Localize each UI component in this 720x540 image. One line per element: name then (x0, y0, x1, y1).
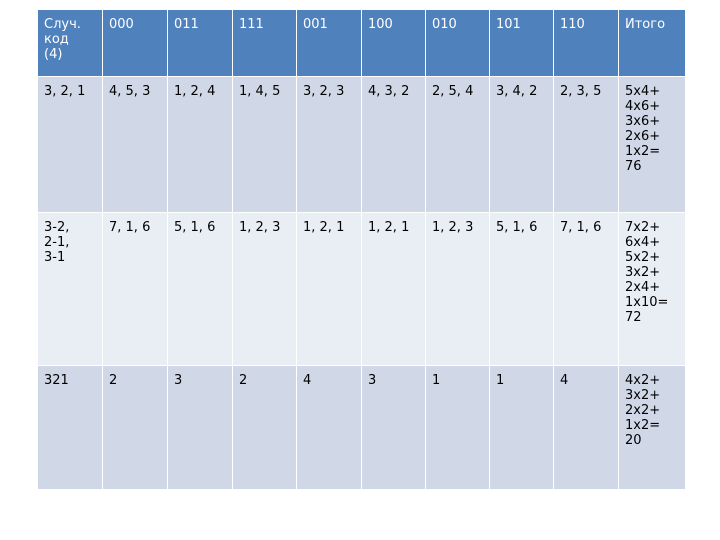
table-cell: 4, 3, 2 (361, 76, 426, 213)
header-cell: Случ. код (4) (37, 9, 103, 77)
table-cell: 321 (37, 365, 103, 490)
header-cell: 000 (102, 9, 168, 77)
header-cell: Итого (618, 9, 686, 77)
table-cell: 1, 4, 5 (232, 76, 297, 213)
table-cell: 4, 5, 3 (102, 76, 168, 213)
table-cell: 3, 2, 3 (296, 76, 362, 213)
table-cell: 3, 2, 1 (37, 76, 103, 213)
table-cell: 4х2+ 3х2+ 2х2+ 1х2= 20 (618, 365, 686, 490)
table-cell: 5х4+ 4х6+ 3х6+ 2х6+ 1х2= 76 (618, 76, 686, 213)
table-cell: 1, 2, 4 (167, 76, 233, 213)
header-cell: 101 (489, 9, 554, 77)
table-cell: 2 (102, 365, 168, 490)
table-cell: 3 (361, 365, 426, 490)
table-row: 3, 2, 1 4, 5, 3 1, 2, 4 1, 4, 5 3, 2, 3 4, 3,… (37, 76, 686, 213)
table-cell: 1 (425, 365, 490, 490)
table-row: 321 2 3 2 4 3 1 1 4 4х2+ 3х2+ 2х2+ 1х2= 20 (37, 365, 686, 490)
table-cell: 7х2+ 6х4+ 5х2+ 3х2+ 2х4+ 1х10= 72 (618, 212, 686, 366)
table-cell: 1 (489, 365, 554, 490)
table-cell: 5, 1, 6 (167, 212, 233, 366)
header-cell: 001 (296, 9, 362, 77)
table-cell: 2, 3, 5 (553, 76, 619, 213)
table-cell: 7, 1, 6 (553, 212, 619, 366)
header-cell: 010 (425, 9, 490, 77)
table: Случ. код (4) 000 011 111 001 100 010 101 110 Ито… (37, 9, 686, 490)
table-cell: 2, 5, 4 (425, 76, 490, 213)
table-cell: 4 (296, 365, 362, 490)
table-cell: 5, 1, 6 (489, 212, 554, 366)
header-cell: 111 (232, 9, 297, 77)
table-cell: 7, 1, 6 (102, 212, 168, 366)
table-cell: 1, 2, 3 (425, 212, 490, 366)
header-cell: 110 (553, 9, 619, 77)
table-cell: 2 (232, 365, 297, 490)
table-cell: 4 (553, 365, 619, 490)
table-cell: 1, 2, 3 (232, 212, 297, 366)
table-row: 3-2, 2-1, 3-1 7, 1, 6 5, 1, 6 1, 2, 3 1, 2, … (37, 212, 686, 366)
header-cell: 100 (361, 9, 426, 77)
table-cell: 1, 2, 1 (296, 212, 362, 366)
table-cell: 3-2, 2-1, 3-1 (37, 212, 103, 366)
header-cell: 011 (167, 9, 233, 77)
table-cell: 3, 4, 2 (489, 76, 554, 213)
header-row: Случ. код (4) 000 011 111 001 100 010 101 110 Ито… (37, 9, 686, 77)
slide-table: Случ. код (4) 000 011 111 001 100 010 101 110 Ито… (37, 9, 686, 490)
table-cell: 1, 2, 1 (361, 212, 426, 366)
table-cell: 3 (167, 365, 233, 490)
